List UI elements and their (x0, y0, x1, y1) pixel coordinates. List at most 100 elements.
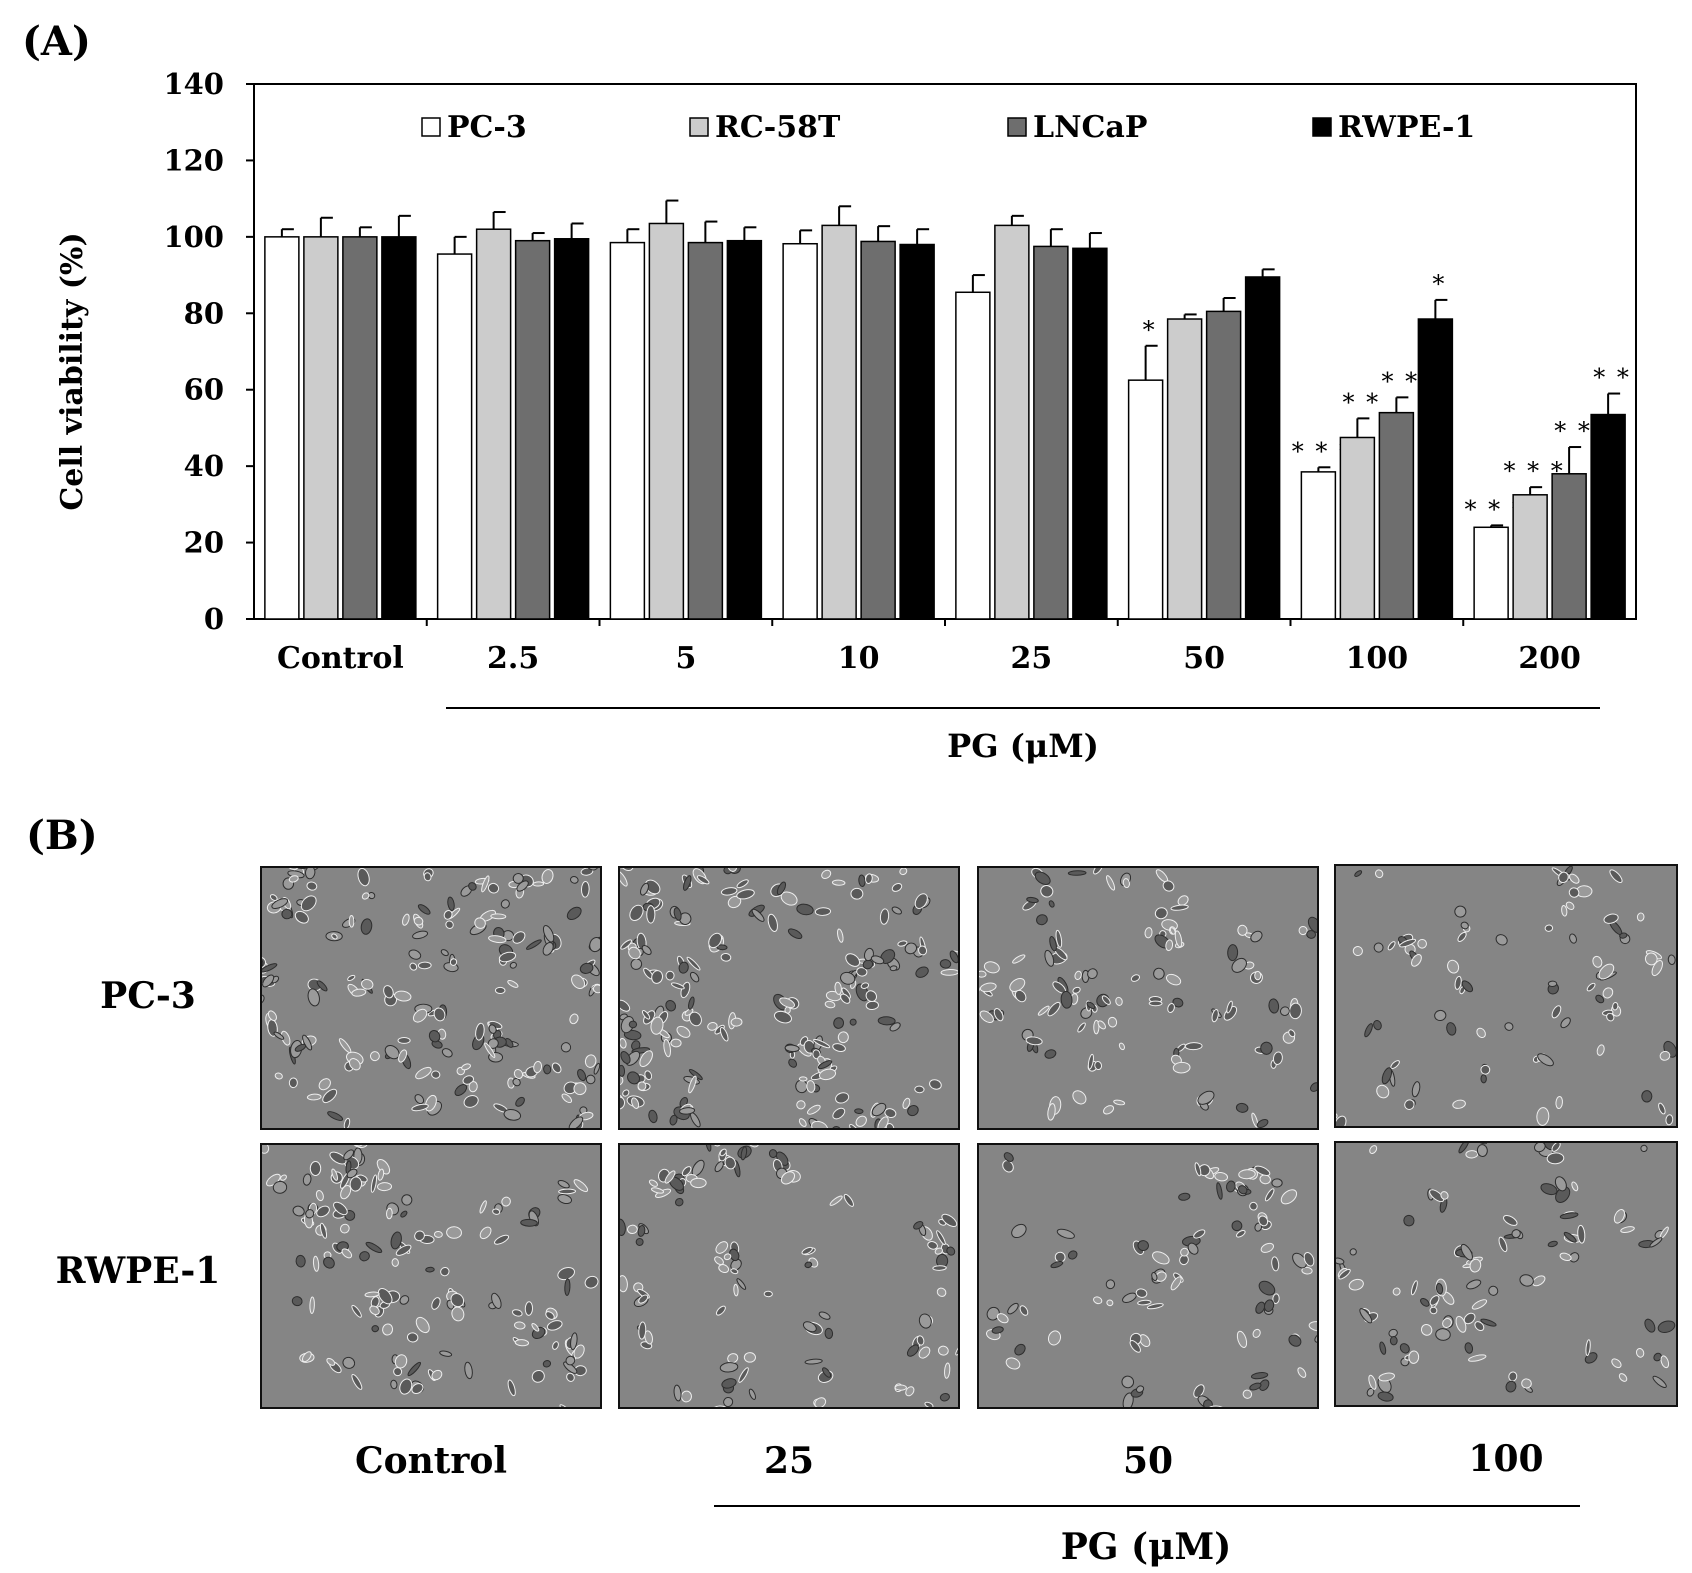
cell-shape (1559, 1252, 1572, 1262)
cell-shape (294, 868, 309, 870)
cell-shape (1172, 997, 1184, 1008)
bar-rwpe-1-10 (899, 243, 935, 620)
cell-shape (494, 986, 506, 994)
cell-shape (627, 1071, 641, 1085)
cell-shape (807, 1104, 821, 1115)
cell-shape (773, 1010, 792, 1024)
bar-rc-58t-10 (821, 224, 857, 620)
x-tick-label: 25 (1011, 641, 1053, 676)
cell-shape (865, 990, 878, 1002)
bar-rc-58t-200 (1512, 494, 1548, 620)
cell-shape (1177, 895, 1189, 906)
cell-shape (431, 1297, 441, 1310)
cell-shape (346, 1168, 358, 1179)
cell-shape (500, 899, 510, 909)
cell-shape (1640, 1144, 1648, 1153)
cell-shape (891, 906, 902, 915)
cell-shape (1144, 927, 1153, 939)
cell-shape (620, 999, 631, 1012)
cell-shape (593, 1062, 600, 1075)
cell-shape (1231, 1220, 1243, 1232)
cell-shape (629, 904, 644, 921)
cell-shape (714, 1256, 724, 1266)
cell-shape (463, 1095, 479, 1108)
cell-shape (822, 1367, 832, 1378)
cell-shape (1208, 1405, 1225, 1407)
cell-shape (348, 915, 355, 928)
cell-shape (1310, 1082, 1317, 1092)
cell-shape (644, 879, 661, 895)
cell-shape (361, 892, 370, 900)
panel-b-axis-title: PG (μM) (1060, 1526, 1232, 1568)
cell-shape (1139, 1334, 1151, 1347)
cell-shape (394, 1354, 408, 1369)
cell-shape (488, 935, 507, 944)
cell-shape (1420, 1324, 1433, 1336)
cell-shape (904, 942, 918, 955)
cell-shape (817, 1060, 833, 1070)
cell-shape (623, 1029, 642, 1041)
cell-shape (1279, 1006, 1290, 1016)
cell-shape (1011, 1223, 1027, 1239)
cell-shape (1067, 1250, 1078, 1260)
bar-lncap-50 (1205, 310, 1242, 620)
cell-shape (834, 981, 842, 995)
cell-shape (357, 868, 370, 887)
cell-shape (1129, 1340, 1141, 1353)
cell-shape (350, 1145, 364, 1147)
cell-shape (802, 1321, 817, 1333)
cell-shape (915, 966, 929, 978)
cell-shape (664, 1170, 676, 1184)
cell-shape (1618, 1373, 1628, 1382)
cell-shape (341, 1248, 353, 1259)
cell-shape (367, 891, 376, 900)
cell-shape (1256, 1119, 1269, 1128)
cell-shape (1606, 1012, 1615, 1022)
cell-shape (1554, 1176, 1567, 1192)
bar-rwpe-1-25 (1072, 247, 1108, 620)
cell-shape (1411, 1081, 1421, 1098)
cell-shape (440, 1266, 450, 1277)
cell-shape (1047, 1001, 1061, 1017)
cell-shape (399, 1378, 413, 1395)
cell-shape (262, 994, 265, 1004)
cell-shape (718, 1264, 730, 1274)
cell-shape (1258, 1215, 1269, 1227)
cell-shape (406, 1332, 419, 1343)
cell-shape (745, 1145, 759, 1148)
cell-shape (390, 1231, 402, 1250)
cell-shape (1577, 1224, 1586, 1244)
cell-shape (447, 896, 455, 912)
micrograph-rwpe1-25 (618, 1143, 960, 1409)
cell-shape (1569, 1252, 1580, 1263)
significance-marker: * * (1343, 388, 1381, 416)
cell-shape (1054, 1251, 1066, 1263)
cell-shape (360, 918, 373, 935)
x-tick-label: 100 (1346, 641, 1409, 676)
cell-shape (1044, 949, 1055, 967)
cell-shape (730, 1017, 743, 1027)
cell-shape (474, 917, 486, 929)
cell-shape (708, 932, 723, 949)
cell-shape (584, 868, 599, 871)
cell-shape (1532, 1275, 1546, 1287)
cell-shape (1178, 1192, 1191, 1201)
x-tick-label: Control (277, 641, 404, 676)
cell-shape (1103, 1105, 1115, 1115)
cell-shape (494, 1234, 510, 1245)
cell-shape (1571, 1181, 1579, 1192)
cell-shape (294, 1043, 307, 1052)
cell-shape (1288, 1029, 1296, 1038)
cell-shape (630, 958, 643, 970)
cell-shape (386, 1207, 393, 1220)
cell-shape (1544, 924, 1554, 932)
x-tick-label: 200 (1518, 641, 1581, 676)
cell-shape (1048, 900, 1055, 908)
cell-shape (343, 1117, 351, 1128)
cell-shape (849, 1123, 862, 1128)
cell-shape (768, 1149, 778, 1158)
cell-shape (1271, 1178, 1283, 1188)
cell-shape (1563, 1231, 1577, 1243)
cell-shape (716, 944, 728, 951)
cell-shape (1249, 1382, 1262, 1391)
